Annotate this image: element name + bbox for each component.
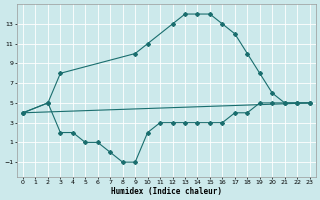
X-axis label: Humidex (Indice chaleur): Humidex (Indice chaleur): [111, 187, 222, 196]
